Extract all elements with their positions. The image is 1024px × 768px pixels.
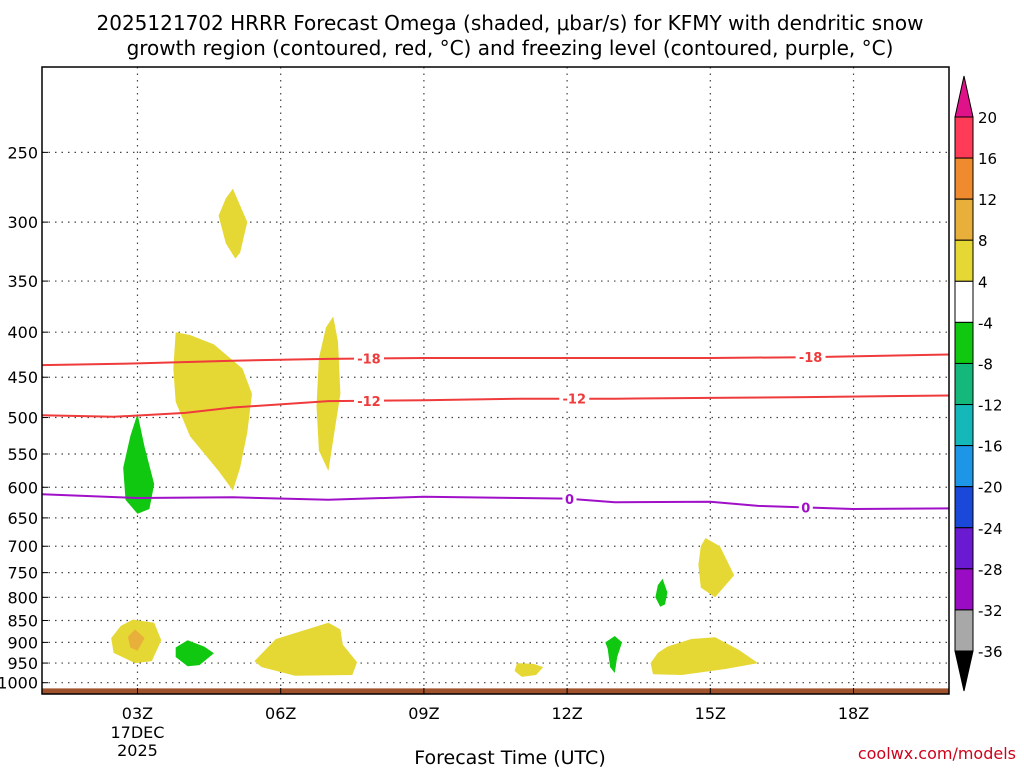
- contour-line-zero: [42, 493, 949, 511]
- y-tick-label-850: 850: [7, 612, 38, 631]
- contour-label-zero-0: 0: [565, 493, 574, 508]
- y-tick-label-700: 700: [7, 537, 38, 556]
- contour-label-bg-minus18-0: [353, 350, 384, 367]
- colorbar-box-8: [954, 445, 974, 488]
- chart-title-line1: 2025121702 HRRR Forecast Omega (shaded, …: [97, 11, 924, 35]
- colorbar-label-7: -12: [978, 397, 1003, 415]
- y-tick-label-900: 900: [7, 633, 38, 652]
- omega-region-up-300: [218, 188, 248, 259]
- colorbar-box-6: [954, 362, 974, 406]
- contour-label-minus12-1: -12: [563, 393, 587, 408]
- contour-label-minus18-0: -18: [357, 353, 381, 368]
- colorbar-label-8: -16: [978, 438, 1003, 456]
- y-tick-label-300: 300: [7, 213, 38, 232]
- omega-region-down-925: [175, 640, 214, 667]
- omega-region-up-930-15z: [650, 637, 759, 675]
- contour-label-minus12-0: -12: [357, 395, 381, 410]
- omega-region-up-925-06z: [254, 622, 358, 676]
- omega-region-up-470-07z: [316, 316, 341, 471]
- y-tick-label-350: 350: [7, 272, 38, 291]
- colorbar-box-4: [954, 280, 974, 323]
- credit-text: coolwx.com/models: [858, 744, 1016, 763]
- colorbar-label-11: -28: [978, 561, 1003, 579]
- colorbar-label-5: -4: [978, 314, 993, 332]
- contour-label-bg-minus18-1: [795, 349, 826, 366]
- x-tick-year: 2025: [117, 741, 158, 760]
- y-tick-label-600: 600: [7, 478, 38, 497]
- colorbar-top-arrow: [954, 75, 974, 118]
- colorbar-box-9: [954, 486, 974, 529]
- colorbar-label-1: 16: [978, 150, 997, 168]
- colorbar: 20 16 12 8 4 -4 -8 -12 -16 -20 -24 -28 -32 -36: [954, 75, 1003, 692]
- grid: [42, 67, 949, 694]
- omega-region-up-450: [173, 332, 252, 491]
- colorbar-box-3: [954, 239, 974, 282]
- x-axis-label: Forecast Time (UTC): [414, 747, 605, 768]
- colorbar-box-1: [954, 157, 974, 200]
- colorbar-label-6: -8: [978, 355, 993, 373]
- y-tick-label-650: 650: [7, 509, 38, 528]
- y-tick-label-250: 250: [7, 143, 38, 162]
- colorbar-label-3: 8: [978, 232, 988, 250]
- omega-region-down-575: [123, 413, 155, 514]
- y-tick-label-800: 800: [7, 588, 38, 607]
- contour-label-bg-zero-0: [562, 490, 577, 507]
- terrain-layer: [42, 688, 949, 694]
- omega-region-down-910-13z: [605, 636, 622, 673]
- x-tick-label-09Z: 09Z: [408, 704, 439, 723]
- contour-label-bg-zero-1: [798, 499, 813, 516]
- colorbar-label-9: -20: [978, 479, 1003, 497]
- colorbar-label-4: 4: [978, 273, 988, 291]
- colorbar-label-12: -32: [978, 602, 1003, 620]
- y-tick-label-400: 400: [7, 323, 38, 342]
- colorbar-bottom-arrow: [954, 650, 974, 692]
- contour-label-zero-1: 0: [801, 501, 810, 516]
- omega-shaded-regions: [111, 188, 759, 677]
- x-tick-label-18Z: 18Z: [838, 704, 869, 723]
- contour-label-bg-minus12-1: [559, 390, 590, 407]
- terrain-fill: [42, 688, 949, 694]
- x-tick-label-15Z: 15Z: [695, 704, 726, 723]
- colorbar-box-11: [954, 568, 974, 611]
- omega-region-down-800-14z: [655, 578, 668, 607]
- omega-region-up-955-11z: [514, 663, 544, 677]
- colorbar-label-0: 20: [978, 109, 997, 127]
- x-tick-label-03Z: 03Z: [122, 704, 153, 723]
- plot-frame: [41, 66, 950, 695]
- y-tick-label-500: 500: [7, 409, 38, 428]
- colorbar-box-12: [954, 609, 974, 652]
- contour-label-bg-minus12-0: [353, 392, 384, 409]
- colorbar-box-0: [954, 116, 974, 159]
- contour-label-minus18-1: -18: [799, 351, 823, 366]
- y-tick-label-550: 550: [7, 445, 38, 464]
- colorbar-label-2: 12: [978, 191, 997, 209]
- contour-line-minus12: [42, 394, 949, 418]
- contour-labels: -18 -18 -12 -12 0 0: [353, 349, 826, 516]
- chart-title-line2: growth region (contoured, red, °C) and f…: [127, 36, 894, 60]
- x-tick-label-06Z: 06Z: [265, 704, 296, 723]
- omega-region-up-730-15z: [698, 538, 735, 598]
- y-tick-label-750: 750: [7, 564, 38, 583]
- colorbar-label-10: -24: [978, 520, 1003, 538]
- colorbar-box-10: [954, 527, 974, 570]
- colorbar-box-7: [954, 404, 974, 447]
- x-tick-date: 17DEC: [110, 723, 164, 742]
- colorbar-box-2: [954, 198, 974, 241]
- colorbar-box-5: [954, 321, 974, 364]
- omega-region-up-900-core: [127, 629, 145, 651]
- contour-line-minus18: [42, 353, 949, 367]
- colorbar-label-13: -36: [978, 643, 1003, 661]
- y-tick-label-1000: 1000: [0, 674, 38, 693]
- y-tick-label-450: 450: [7, 368, 38, 387]
- y-axis-ticks: 250 300 350 400 450 500 550 600 650 700 750 800 850 9…: [0, 143, 48, 693]
- y-tick-label-950: 950: [7, 654, 38, 673]
- x-tick-label-12Z: 12Z: [551, 704, 582, 723]
- temperature-contours: [42, 353, 949, 511]
